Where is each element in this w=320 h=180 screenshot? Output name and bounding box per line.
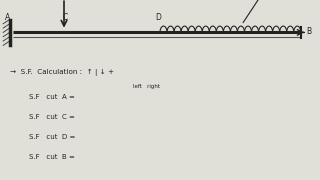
- Text: D: D: [156, 14, 161, 22]
- Text: A: A: [5, 14, 11, 22]
- Text: S.F   cut  B =: S.F cut B =: [29, 154, 75, 160]
- Text: S.F   cut  D =: S.F cut D =: [29, 134, 75, 140]
- Text: left   right: left right: [133, 84, 160, 89]
- Text: →  S.F.  Calculation :  ↑ | ↓ +: → S.F. Calculation : ↑ | ↓ +: [10, 68, 114, 76]
- Text: B: B: [306, 27, 311, 36]
- Text: S.F   cut  C =: S.F cut C =: [29, 114, 75, 120]
- Text: C: C: [63, 14, 68, 22]
- Text: S.F   cut  A =: S.F cut A =: [29, 94, 75, 100]
